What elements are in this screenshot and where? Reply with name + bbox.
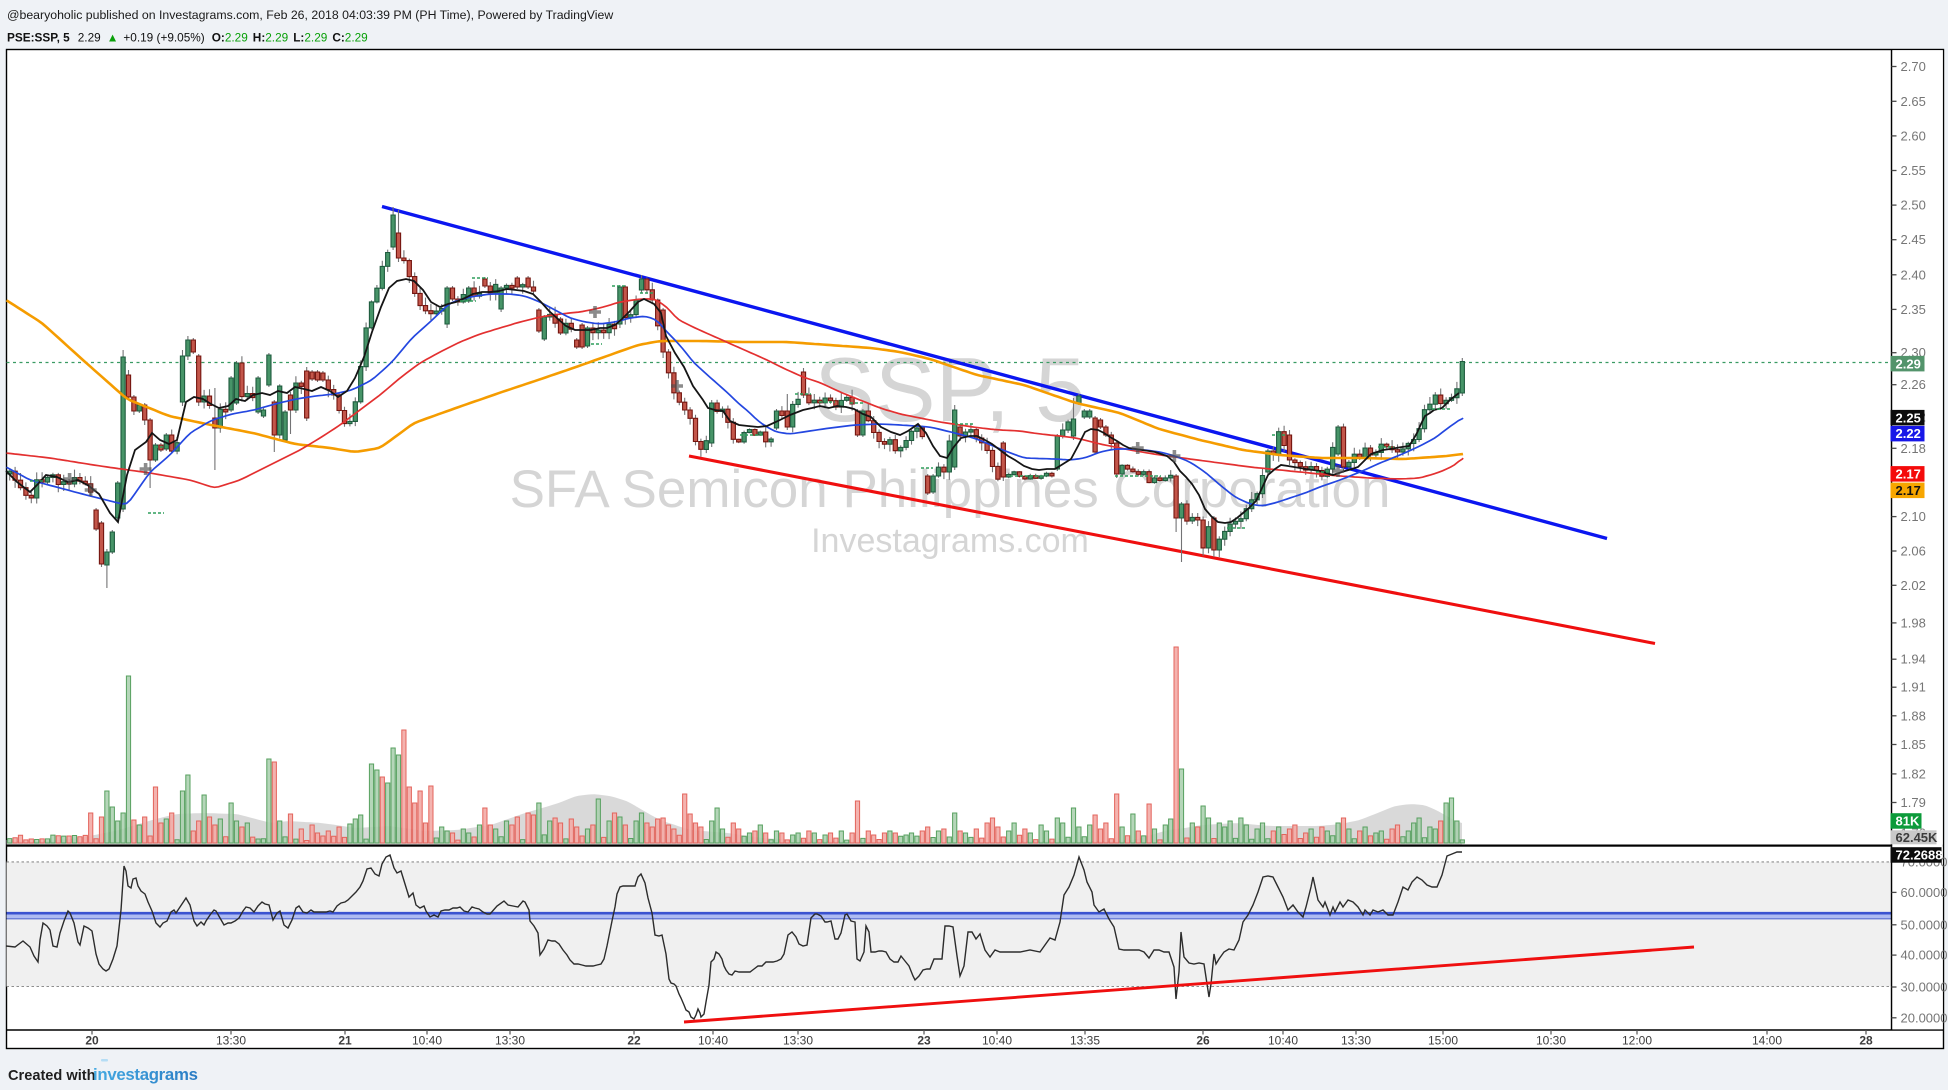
svg-text:2.18: 2.18 xyxy=(1901,441,1926,456)
svg-text:2.17: 2.17 xyxy=(1896,466,1921,481)
svg-text:2.22: 2.22 xyxy=(1896,426,1921,441)
svg-text:13:30: 13:30 xyxy=(216,1034,246,1048)
svg-text:26: 26 xyxy=(1196,1034,1210,1048)
svg-text:12:00: 12:00 xyxy=(1622,1034,1652,1048)
svg-text:PSE:SSP, 52.29▲+0.19 (+9.05%)O: PSE:SSP, 5 2.29 ▲ +0.19 (+9.05%) O:2.29 H:2.2… xyxy=(7,31,368,45)
svg-text:2.06: 2.06 xyxy=(1901,544,1926,559)
svg-text:13:30: 13:30 xyxy=(1341,1034,1371,1048)
svg-text:21: 21 xyxy=(338,1034,352,1048)
svg-text:13:30: 13:30 xyxy=(783,1034,813,1048)
svg-text:2.10: 2.10 xyxy=(1901,509,1926,524)
svg-text:2.40: 2.40 xyxy=(1901,267,1926,282)
svg-text:2.25: 2.25 xyxy=(1896,410,1921,425)
svg-text:60.0000: 60.0000 xyxy=(1901,885,1948,900)
svg-text:2.17: 2.17 xyxy=(1896,483,1921,498)
svg-text:10:40: 10:40 xyxy=(698,1034,728,1048)
svg-text:40.0000: 40.0000 xyxy=(1901,948,1948,963)
svg-text:10:40: 10:40 xyxy=(982,1034,1012,1048)
svg-text:81K: 81K xyxy=(1896,814,1920,829)
svg-text:1.79: 1.79 xyxy=(1901,795,1926,810)
svg-text:2.26: 2.26 xyxy=(1901,377,1926,392)
svg-text:20: 20 xyxy=(85,1034,99,1048)
svg-text:30.0000: 30.0000 xyxy=(1901,980,1948,995)
svg-text:2.65: 2.65 xyxy=(1901,94,1926,109)
svg-text:1.82: 1.82 xyxy=(1901,766,1926,781)
svg-text:10:40: 10:40 xyxy=(412,1034,442,1048)
svg-text:15:00: 15:00 xyxy=(1428,1034,1458,1048)
svg-text:@bearyoholic published on Inve: @bearyoholic published on Investagrams.c… xyxy=(7,8,613,22)
svg-text:20.0000: 20.0000 xyxy=(1901,1010,1948,1025)
svg-text:2.55: 2.55 xyxy=(1901,163,1926,178)
svg-text:10:40: 10:40 xyxy=(1268,1034,1298,1048)
svg-text:1.91: 1.91 xyxy=(1901,680,1926,695)
svg-text:10:30: 10:30 xyxy=(1536,1034,1566,1048)
svg-text:1.94: 1.94 xyxy=(1901,652,1926,667)
svg-text:investagrams: investagrams xyxy=(93,1065,198,1084)
svg-text:Investagrams.com: Investagrams.com xyxy=(811,522,1089,560)
svg-text:62.45K: 62.45K xyxy=(1896,830,1939,845)
svg-text:22: 22 xyxy=(627,1034,641,1048)
svg-text:1.88: 1.88 xyxy=(1901,708,1926,723)
svg-text:1.85: 1.85 xyxy=(1901,737,1926,752)
svg-text:2.50: 2.50 xyxy=(1901,198,1926,213)
svg-text:2.70: 2.70 xyxy=(1901,59,1926,74)
svg-text:2.60: 2.60 xyxy=(1901,128,1926,143)
svg-text:13:35: 13:35 xyxy=(1070,1034,1100,1048)
svg-text:13:30: 13:30 xyxy=(495,1034,525,1048)
svg-text:Created with: Created with xyxy=(8,1068,96,1084)
svg-text:72.2688: 72.2688 xyxy=(1896,848,1943,863)
svg-text:2.45: 2.45 xyxy=(1901,232,1926,247)
svg-text:28: 28 xyxy=(1859,1034,1873,1048)
svg-text:14:00: 14:00 xyxy=(1752,1034,1782,1048)
svg-text:2.02: 2.02 xyxy=(1901,578,1926,593)
svg-text:2.29: 2.29 xyxy=(1896,356,1921,371)
svg-text:1.98: 1.98 xyxy=(1901,615,1926,630)
svg-text:2.35: 2.35 xyxy=(1901,302,1926,317)
svg-text:23: 23 xyxy=(917,1034,931,1048)
svg-text:50.0000: 50.0000 xyxy=(1901,917,1948,932)
